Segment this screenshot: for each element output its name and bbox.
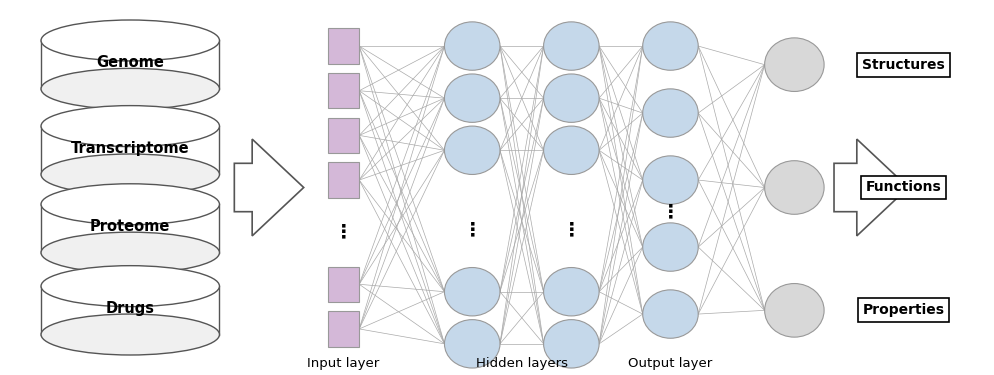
Ellipse shape: [544, 320, 599, 368]
Text: Structures: Structures: [862, 58, 944, 72]
Polygon shape: [41, 126, 220, 174]
Polygon shape: [834, 139, 909, 236]
Ellipse shape: [41, 232, 220, 273]
Ellipse shape: [41, 20, 220, 61]
Text: Transcriptome: Transcriptome: [71, 141, 190, 156]
Text: Genome: Genome: [96, 55, 164, 70]
Ellipse shape: [41, 154, 220, 195]
Ellipse shape: [643, 223, 698, 271]
Text: Proteome: Proteome: [90, 219, 170, 234]
Ellipse shape: [444, 22, 500, 70]
Ellipse shape: [764, 38, 824, 92]
Ellipse shape: [764, 284, 824, 337]
Ellipse shape: [41, 266, 220, 307]
Ellipse shape: [444, 126, 500, 174]
Ellipse shape: [643, 156, 698, 204]
Bar: [327, 28, 359, 64]
Bar: [327, 118, 359, 153]
Text: Drugs: Drugs: [105, 301, 155, 316]
Ellipse shape: [444, 320, 500, 368]
Ellipse shape: [544, 126, 599, 174]
Text: ⋮: ⋮: [462, 221, 482, 240]
Text: ⋮: ⋮: [334, 223, 353, 242]
Text: Input layer: Input layer: [307, 357, 380, 370]
Ellipse shape: [544, 267, 599, 316]
Bar: [327, 267, 359, 302]
Bar: [327, 73, 359, 108]
Text: ⋮: ⋮: [661, 202, 680, 221]
Ellipse shape: [544, 22, 599, 70]
Ellipse shape: [764, 161, 824, 214]
Ellipse shape: [41, 106, 220, 147]
Ellipse shape: [544, 74, 599, 122]
Polygon shape: [41, 204, 220, 253]
Ellipse shape: [643, 89, 698, 137]
Text: ⋮: ⋮: [562, 221, 581, 240]
Text: Properties: Properties: [863, 303, 944, 317]
Polygon shape: [41, 40, 220, 89]
Polygon shape: [235, 139, 304, 236]
Ellipse shape: [41, 314, 220, 355]
Bar: [327, 162, 359, 198]
Text: Output layer: Output layer: [628, 357, 713, 370]
Ellipse shape: [41, 68, 220, 110]
Ellipse shape: [41, 184, 220, 225]
Ellipse shape: [444, 267, 500, 316]
Ellipse shape: [643, 290, 698, 338]
Text: Hidden layers: Hidden layers: [476, 357, 568, 370]
Bar: [327, 311, 359, 346]
Ellipse shape: [643, 22, 698, 70]
Polygon shape: [41, 286, 220, 334]
Ellipse shape: [444, 74, 500, 122]
Text: Functions: Functions: [866, 180, 941, 195]
